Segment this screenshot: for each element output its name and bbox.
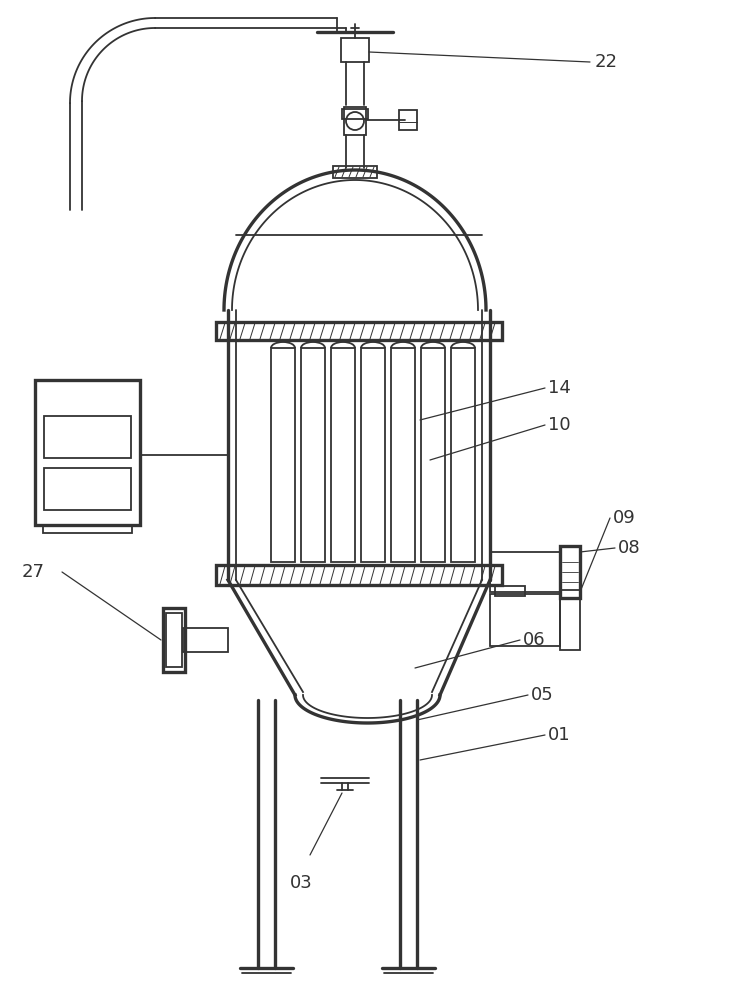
Bar (216, 565, 502, 585)
Text: 05: 05 (531, 686, 554, 704)
Bar (391, 348, 415, 562)
Bar (361, 348, 385, 562)
Bar (271, 348, 295, 562)
Text: 03: 03 (290, 874, 313, 892)
Bar (490, 552, 560, 592)
Bar (163, 608, 185, 672)
Bar (43, 525, 132, 533)
Bar (216, 322, 502, 340)
Text: 09: 09 (613, 509, 636, 527)
Bar (560, 546, 580, 598)
Text: 22: 22 (595, 53, 618, 71)
Bar (333, 166, 377, 178)
Bar (560, 590, 580, 650)
Text: 14: 14 (548, 379, 571, 397)
Bar (166, 613, 182, 667)
Bar (183, 628, 228, 652)
Text: 27: 27 (22, 563, 45, 581)
Bar (342, 109, 368, 119)
Bar (421, 348, 445, 562)
Bar (35, 380, 140, 525)
Bar (44, 416, 131, 458)
Bar (341, 38, 369, 62)
Text: 10: 10 (548, 416, 571, 434)
Text: 06: 06 (523, 631, 545, 649)
Bar (344, 107, 366, 135)
Text: 01: 01 (548, 726, 571, 744)
Bar (451, 348, 475, 562)
Bar (490, 594, 560, 646)
Bar (399, 110, 417, 130)
Bar (331, 348, 355, 562)
Text: 08: 08 (618, 539, 640, 557)
Bar (301, 348, 325, 562)
Bar (495, 586, 525, 596)
Bar (44, 468, 131, 510)
